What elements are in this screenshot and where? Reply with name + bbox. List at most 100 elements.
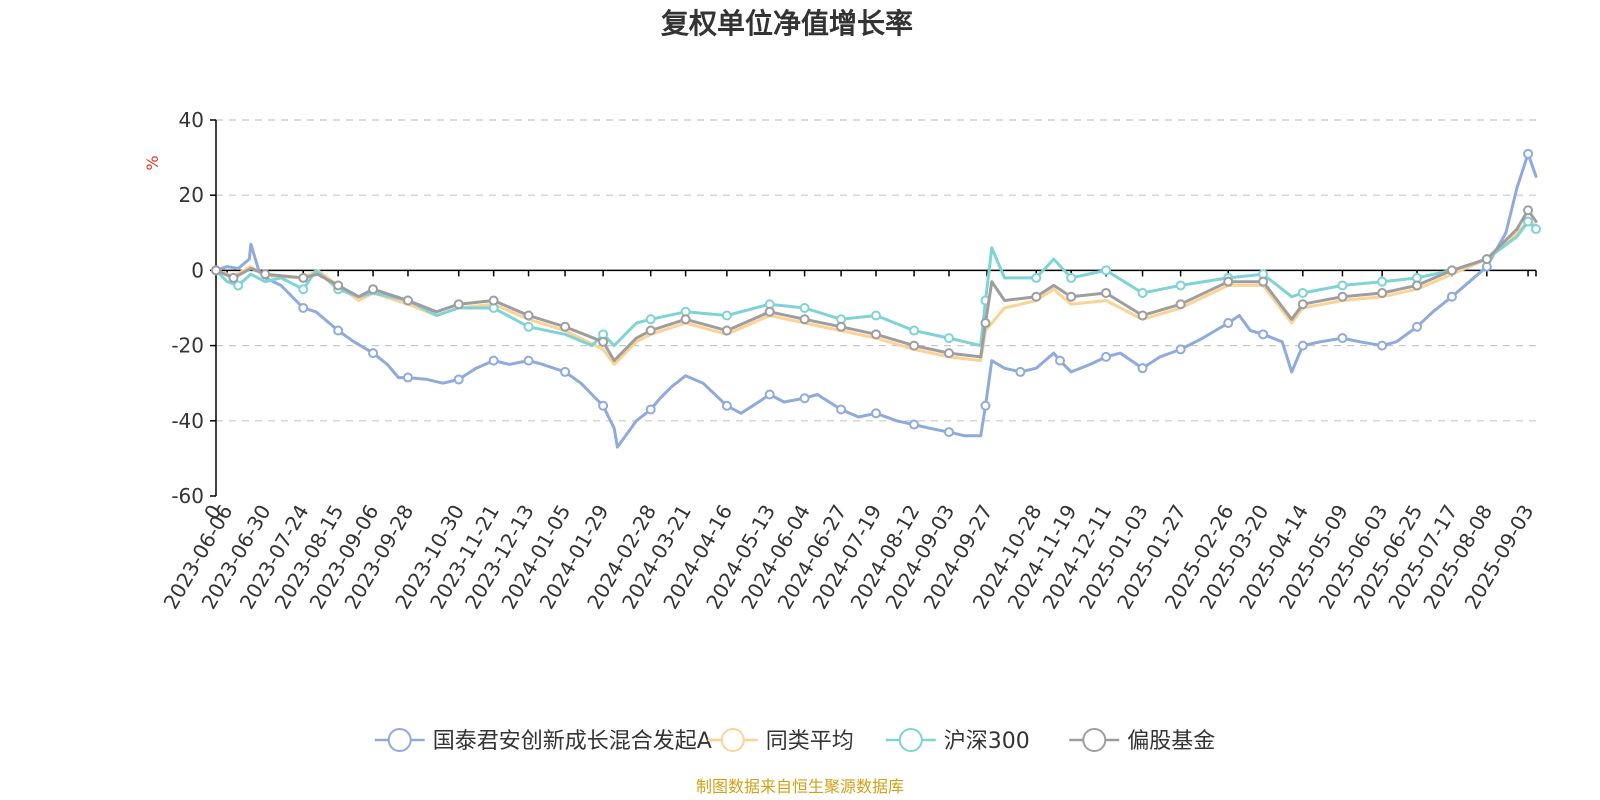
series-marker bbox=[764, 306, 775, 317]
legend-label: 同类平均 bbox=[766, 729, 854, 754]
series-marker bbox=[1337, 333, 1348, 344]
series-marker bbox=[260, 269, 271, 280]
series-marker bbox=[228, 272, 239, 283]
y-tick-label: 20 bbox=[179, 183, 204, 207]
series-marker bbox=[909, 340, 920, 351]
series-marker bbox=[909, 419, 920, 430]
series-marker bbox=[1101, 287, 1112, 298]
series-marker bbox=[560, 321, 571, 332]
legend-label: 偏股基金 bbox=[1127, 729, 1215, 754]
series-marker bbox=[1223, 276, 1234, 287]
y-tick-label: 0 bbox=[191, 258, 204, 282]
series-marker bbox=[368, 348, 379, 359]
series-marker bbox=[1066, 272, 1077, 283]
series-marker bbox=[1412, 321, 1423, 332]
series-marker bbox=[871, 408, 881, 419]
legend-label: 国泰君安创新成长混合发起A bbox=[433, 729, 712, 754]
series-marker bbox=[1101, 265, 1112, 276]
series-marker bbox=[1175, 344, 1186, 355]
series-marker bbox=[1223, 318, 1234, 329]
series-marker bbox=[721, 325, 732, 336]
series-marker bbox=[1523, 205, 1534, 216]
series-marker bbox=[1137, 363, 1148, 374]
series-marker bbox=[799, 393, 810, 404]
legend-symbol bbox=[898, 728, 923, 752]
series-marker bbox=[598, 336, 609, 347]
series-marker bbox=[1015, 366, 1026, 377]
series-3 bbox=[211, 216, 1541, 348]
series-marker bbox=[1337, 280, 1348, 291]
legend-item-3: 沪深300 bbox=[885, 728, 1030, 754]
y-tick-label: -20 bbox=[171, 334, 204, 358]
legend-item-4: 偏股基金 bbox=[1069, 728, 1215, 754]
series-marker bbox=[680, 314, 691, 325]
series-marker bbox=[1175, 280, 1186, 291]
series-marker bbox=[1055, 355, 1066, 366]
series-marker bbox=[836, 321, 847, 332]
series-marker bbox=[1031, 272, 1042, 283]
legend-label: 沪深300 bbox=[944, 729, 1030, 754]
series-marker bbox=[523, 355, 534, 366]
series-marker bbox=[943, 333, 954, 344]
series-marker bbox=[298, 303, 309, 313]
series-marker bbox=[560, 366, 571, 377]
y-axis-unit: % bbox=[143, 155, 162, 170]
legend-symbol bbox=[1082, 728, 1107, 752]
series-marker bbox=[645, 404, 656, 415]
legend-symbol bbox=[720, 728, 745, 752]
series-marker bbox=[1412, 280, 1423, 291]
series-marker bbox=[523, 310, 534, 321]
series-marker bbox=[799, 303, 810, 313]
series-marker bbox=[1531, 224, 1541, 235]
series-marker bbox=[488, 355, 499, 366]
series-marker bbox=[1137, 287, 1148, 298]
series-marker bbox=[488, 295, 499, 306]
series-marker bbox=[1297, 340, 1308, 351]
data-source-note: 制图数据来自恒生聚源数据库 bbox=[696, 777, 904, 796]
legend-symbol bbox=[387, 728, 412, 752]
series-marker bbox=[1523, 148, 1534, 159]
series-marker bbox=[1101, 351, 1112, 362]
series-marker bbox=[980, 400, 991, 411]
series-marker bbox=[645, 314, 656, 325]
chart-title: 复权单位净值增长率 bbox=[661, 7, 913, 40]
series-marker bbox=[1175, 299, 1186, 310]
series-marker bbox=[402, 372, 413, 383]
legend: 国泰君安创新成长混合发起A 同类平均 沪深300 偏股基金 bbox=[374, 728, 1215, 754]
series-marker bbox=[1297, 299, 1308, 310]
series-marker bbox=[721, 400, 732, 411]
series-marker bbox=[211, 265, 221, 276]
series-marker bbox=[298, 272, 309, 283]
series-marker bbox=[453, 299, 464, 310]
series-marker bbox=[298, 284, 309, 295]
series-marker bbox=[1031, 291, 1042, 302]
series-2 bbox=[214, 220, 1538, 366]
axis-layer: 40200-20-40-6002023-06-062023-06-302023-… bbox=[159, 108, 1539, 613]
series-marker bbox=[333, 325, 344, 336]
series-marker bbox=[523, 321, 534, 332]
series-marker bbox=[1137, 310, 1148, 321]
series-marker bbox=[1066, 291, 1077, 302]
series-marker bbox=[1337, 291, 1348, 302]
series-marker bbox=[943, 348, 954, 359]
series-marker bbox=[1377, 340, 1388, 351]
series-marker bbox=[1377, 287, 1388, 298]
series-marker bbox=[1377, 276, 1388, 287]
series-marker bbox=[871, 329, 881, 340]
series-marker bbox=[402, 295, 413, 306]
legend-item-2: 同类平均 bbox=[707, 728, 854, 754]
series-marker bbox=[645, 325, 656, 336]
series-marker bbox=[799, 314, 810, 325]
series-marker bbox=[909, 325, 920, 336]
series-marker bbox=[1446, 265, 1457, 276]
series-marker bbox=[1258, 329, 1269, 340]
y-tick-label: 40 bbox=[179, 108, 204, 132]
series-marker bbox=[943, 427, 954, 438]
y-tick-label: -40 bbox=[171, 409, 204, 433]
series-marker bbox=[836, 404, 847, 415]
series-marker bbox=[1481, 254, 1492, 265]
series-line bbox=[214, 220, 1538, 348]
series-1 bbox=[211, 148, 1538, 449]
series-marker bbox=[764, 389, 775, 400]
